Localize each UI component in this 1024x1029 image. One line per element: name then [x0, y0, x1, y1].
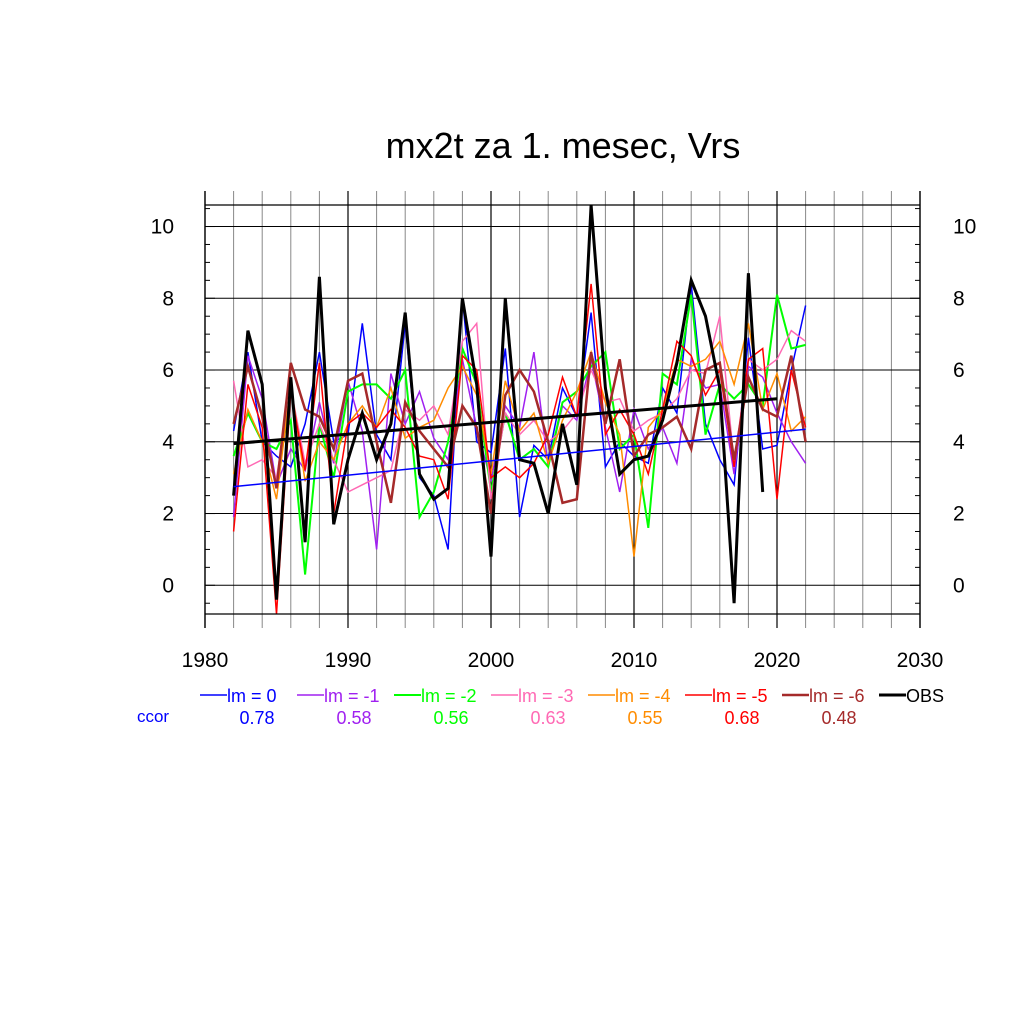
legend-label-1: lm = -1 [324, 686, 380, 706]
y-tick-label-left: 6 [162, 359, 174, 382]
axes [204, 191, 921, 628]
tick-labels: 1980 1990 2000 2010 2020 2030 0 0 2 2 4 4 6 6 8 8 10 10 [151, 216, 977, 672]
y-tick-label-right: 6 [953, 359, 965, 382]
legend-label-3: lm = -3 [518, 686, 574, 706]
y-tick-label-left: 8 [162, 287, 174, 310]
series-line-7 [232, 204, 765, 604]
legend-label-7: OBS [906, 686, 944, 706]
legend-ccor-1: 0.58 [336, 708, 371, 728]
y-tick-label-left: 2 [162, 503, 174, 526]
legend-label-2: lm = -2 [421, 686, 477, 706]
series-line-0 [232, 283, 807, 550]
y-tick-label-right: 10 [953, 216, 976, 239]
legend-ccor-4: 0.55 [627, 708, 662, 728]
x-tick-label: 2000 [468, 649, 515, 672]
legend-label-0: lm = 0 [227, 686, 277, 706]
y-tick-label-right: 0 [953, 574, 965, 597]
legend-ccor-5: 0.68 [724, 708, 759, 728]
legend-ccor-6: 0.48 [821, 708, 856, 728]
x-tick-label: 2010 [611, 649, 658, 672]
y-tick-label-right: 2 [953, 503, 965, 526]
y-tick-label-right: 4 [953, 431, 965, 454]
legend: ccor lm = 00.78 lm = -10.58 lm = -20.56 lm … [137, 686, 944, 728]
y-tick-label-right: 8 [953, 287, 965, 310]
x-tick-label: 1990 [325, 649, 372, 672]
legend-label-4: lm = -4 [615, 686, 671, 706]
series-lines [232, 204, 807, 615]
y-tick-label-left: 0 [162, 574, 174, 597]
trend-line-1 [233, 397, 778, 446]
legend-label-6: lm = -6 [809, 686, 865, 706]
legend-ccor-3: 0.63 [530, 708, 565, 728]
x-tick-label: 2030 [897, 649, 944, 672]
legend-label-5: lm = -5 [712, 686, 768, 706]
trend-line-0 [233, 428, 806, 488]
y-tick-label-left: 4 [162, 431, 174, 454]
trend-lines [233, 397, 806, 488]
legend-ccor-0: 0.78 [239, 708, 274, 728]
chart-title: mx2t za 1. mesec, Vrs [386, 125, 741, 166]
y-tick-label-left: 10 [151, 216, 174, 239]
x-tick-label: 2020 [754, 649, 801, 672]
ccor-label: ccor [137, 707, 169, 726]
x-tick-label: 1980 [182, 649, 229, 672]
legend-ccor-2: 0.56 [433, 708, 468, 728]
